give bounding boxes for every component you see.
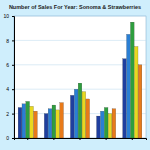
series — [30, 47, 138, 139]
bar — [30, 106, 34, 138]
bar — [78, 83, 82, 138]
bar — [60, 103, 64, 138]
x-tick — [132, 138, 133, 140]
y-tick-mark — [12, 89, 14, 90]
y-axis: 0 2 4 6 8 10 — [3, 13, 14, 141]
plot-area — [14, 16, 146, 138]
y-tick-label: 2 — [6, 111, 9, 117]
x-tick-mark — [27, 138, 28, 140]
bar — [134, 47, 138, 139]
bar — [123, 59, 127, 138]
bar — [34, 111, 38, 138]
bar — [26, 101, 30, 138]
x-axis-line — [15, 139, 147, 141]
title: Number of Sales For Year: Sonoma & Straw… — [9, 4, 141, 10]
series — [26, 22, 134, 138]
bar — [108, 114, 112, 138]
y-tick-label: 0 — [6, 135, 9, 141]
bar — [138, 65, 142, 138]
series — [22, 34, 130, 138]
bar — [44, 114, 48, 138]
bar — [127, 34, 131, 138]
series — [34, 65, 142, 138]
bar — [130, 22, 134, 138]
bar — [97, 116, 101, 138]
bar — [112, 109, 116, 138]
bar — [18, 108, 22, 139]
x-axis — [15, 138, 147, 140]
x-tick-mark — [80, 138, 81, 140]
y-tick: 4 — [6, 86, 14, 92]
x-tick — [27, 138, 28, 140]
x-tick-mark — [53, 138, 54, 140]
bars — [18, 22, 142, 138]
y-tick: 2 — [6, 111, 14, 117]
bar — [82, 92, 86, 138]
y-tick-mark — [12, 138, 14, 139]
bar — [86, 99, 90, 138]
bar — [70, 95, 74, 138]
series — [18, 59, 126, 138]
y-tick: 6 — [6, 62, 14, 68]
y-tick-mark — [12, 40, 14, 41]
y-tick: 10 — [3, 13, 14, 19]
bar — [74, 89, 78, 138]
bar — [52, 105, 56, 138]
y-tick-mark — [12, 16, 14, 17]
background — [0, 0, 150, 150]
bar — [48, 109, 52, 138]
grid — [14, 16, 146, 138]
y-tick-label: 6 — [6, 62, 9, 68]
y-tick-mark — [12, 65, 14, 66]
grid-line — [14, 16, 146, 17]
grid-line — [14, 40, 146, 41]
bar — [22, 104, 26, 138]
y-tick-label: 4 — [6, 86, 9, 92]
plot: 0 2 4 6 8 10 — [3, 13, 146, 141]
x-tick-mark — [132, 138, 133, 140]
x-tick — [80, 138, 81, 140]
y-axis-line — [12, 17, 15, 139]
y-tick-label: 10 — [3, 13, 9, 19]
y-tick-label: 8 — [6, 38, 9, 44]
chart: Number of Sales For Year: Sonoma & Straw… — [0, 0, 150, 150]
x-tick — [53, 138, 54, 140]
y-tick-mark — [12, 114, 14, 115]
x-tick — [106, 138, 107, 140]
y-tick: 0 — [6, 135, 14, 141]
bar — [56, 110, 60, 138]
y-tick: 8 — [6, 38, 14, 44]
bar — [104, 108, 108, 139]
bar — [100, 111, 104, 138]
x-tick-mark — [106, 138, 107, 140]
